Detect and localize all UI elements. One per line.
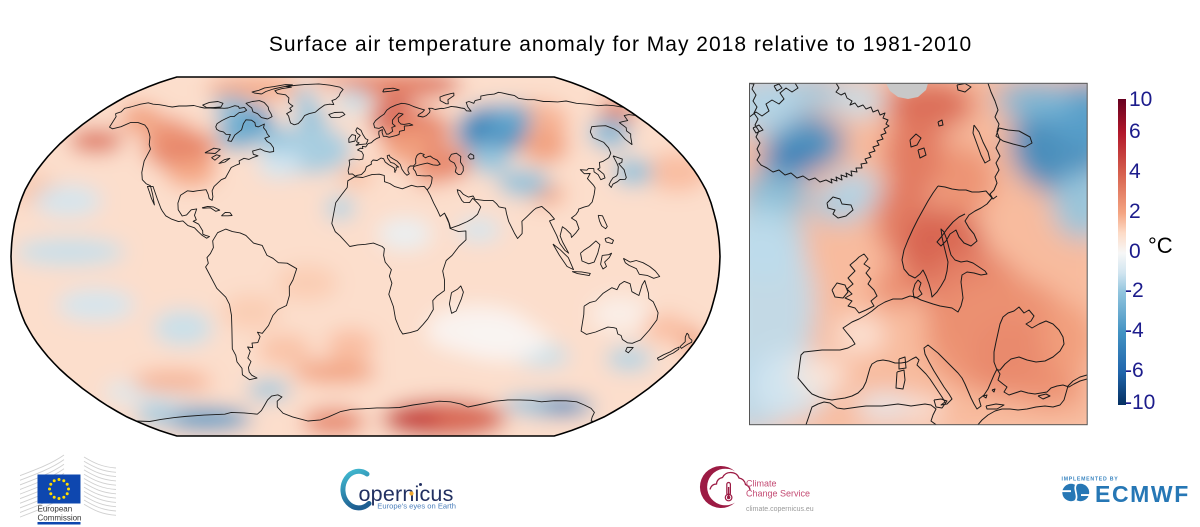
svg-text:opernicus: opernicus [359,482,454,506]
svg-text:ECMWF: ECMWF [1095,481,1190,507]
svg-text:Climate: Climate [746,479,777,489]
svg-text:Europe's eyes on Earth: Europe's eyes on Earth [377,502,456,511]
svg-text:climate.copernicus.eu: climate.copernicus.eu [746,506,814,513]
svg-text:Change Service: Change Service [746,489,810,499]
svg-text:Commission: Commission [38,514,82,523]
svg-text:IMPLEMENTED BY: IMPLEMENTED BY [1062,477,1119,483]
svg-text:European: European [38,505,73,514]
